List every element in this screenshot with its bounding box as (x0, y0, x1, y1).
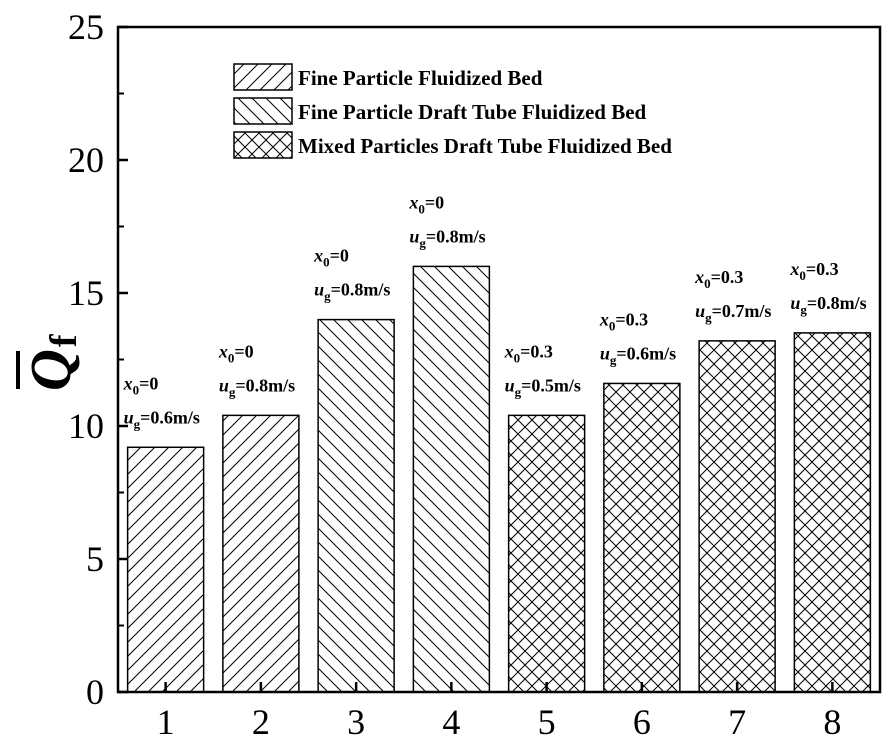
annotation-ug: ug=0.8m/s (219, 375, 295, 399)
legend-swatch-2 (233, 97, 293, 125)
x-tick-label: 1 (157, 702, 175, 742)
legend-label-2: Fine Particle Draft Tube Fluidized Bed (298, 100, 647, 124)
y-tick-label: 0 (86, 672, 104, 712)
annotation-ug: ug=0.6m/s (124, 407, 200, 431)
annotation-x0: x0=0.3 (694, 267, 743, 291)
y-tick-label: 15 (68, 273, 104, 313)
bar-5 (507, 414, 586, 693)
x-tick-label: 5 (538, 702, 556, 742)
legend-swatch-3 (233, 131, 293, 159)
y-tick-label: 20 (68, 140, 104, 180)
y-axis-label-text: Qf (18, 333, 85, 391)
axes: 0 5 10 15 20 25 1 2 3 4 5 6 7 8 (68, 7, 882, 742)
annotation-ug: ug=0.6m/s (600, 343, 676, 367)
bar-3 (317, 318, 395, 693)
annotation-ug: ug=0.8m/s (409, 226, 485, 250)
legend-label-1: Fine Particle Fluidized Bed (298, 66, 543, 90)
x-tick-label: 3 (347, 702, 365, 742)
annotation-x0: x0=0.3 (789, 259, 838, 283)
x-tick-label: 6 (633, 702, 651, 742)
annotation-x0: x0=0 (408, 192, 444, 216)
bar-1 (126, 446, 205, 693)
bars (126, 265, 872, 693)
bar-annotations: x0=0 ug=0.6m/s x0=0 ug=0.8m/s x0=0 ug=0.8m/s x… (123, 192, 867, 431)
y-tick-label: 10 (68, 406, 104, 446)
annotation-ug: ug=0.7m/s (695, 301, 771, 325)
bar-6 (603, 382, 681, 693)
bar-2 (222, 414, 300, 693)
annotation-x0: x0=0 (313, 246, 349, 270)
annotation-x0: x0=0 (218, 341, 254, 365)
y-tick-label: 25 (68, 7, 104, 47)
x-tick-label: 2 (252, 702, 270, 742)
y-tick-label: 5 (86, 539, 104, 579)
bar-4 (412, 265, 491, 693)
annotation-ug: ug=0.8m/s (790, 293, 866, 317)
x-tick-label: 8 (823, 702, 841, 742)
annotation-ug: ug=0.8m/s (314, 280, 390, 304)
x-tick-label: 4 (442, 702, 460, 742)
annotation-x0: x0=0 (123, 373, 159, 397)
bar-7 (698, 340, 776, 693)
legend-label-3: Mixed Particles Draft Tube Fluidized Bed (298, 134, 672, 158)
annotation-ug: ug=0.5m/s (505, 375, 581, 399)
legend: Fine Particle Fluidized Bed Fine Particle… (233, 63, 672, 159)
bar-8 (793, 332, 872, 693)
legend-swatch-1 (233, 63, 293, 91)
x-tick-label: 7 (728, 702, 746, 742)
y-axis-label: Qf (16, 333, 85, 391)
annotation-x0: x0=0.3 (504, 341, 553, 365)
annotation-x0: x0=0.3 (599, 309, 648, 333)
